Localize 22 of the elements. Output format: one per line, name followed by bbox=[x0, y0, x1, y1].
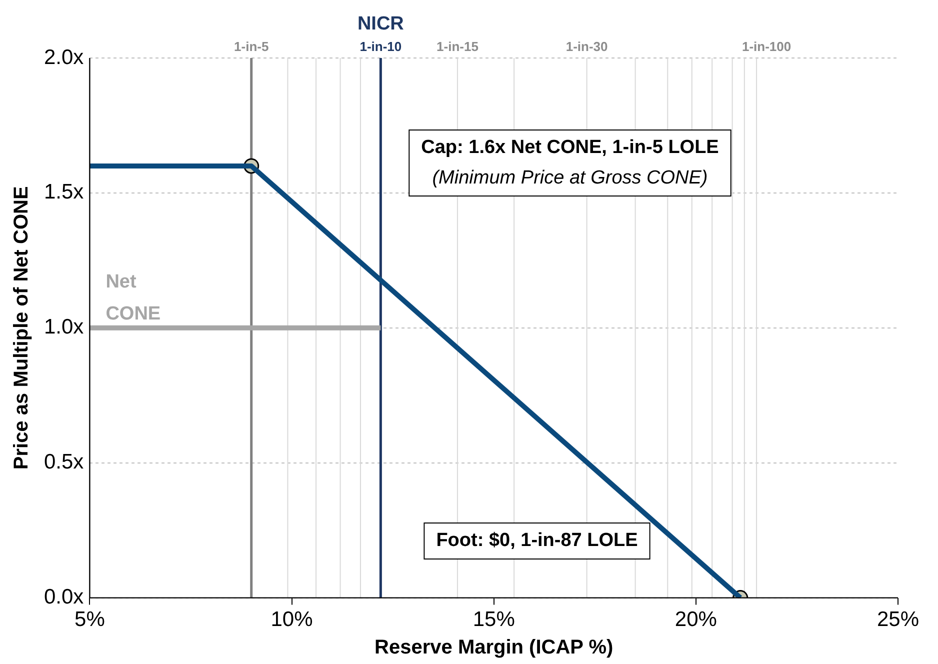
ref-line-label: 1-in-100 bbox=[742, 39, 792, 54]
annotation: Cap: 1.6x Net CONE, 1-in-5 LOLE bbox=[421, 137, 719, 158]
ref-line-label: 1-in-10 bbox=[360, 39, 402, 54]
x-tick-label: 20% bbox=[674, 608, 717, 632]
x-axis-title: Reserve Margin (ICAP %) bbox=[374, 636, 614, 659]
ref-line-label: 1-in-15 bbox=[436, 39, 478, 54]
x-tick-label: 10% bbox=[270, 608, 313, 632]
x-tick-label: 15% bbox=[472, 608, 515, 632]
y-tick-label: 1.5x bbox=[44, 180, 84, 204]
series-label: Net CONE bbox=[106, 272, 161, 325]
y-tick-label: 1.0x bbox=[44, 316, 84, 339]
x-tick-label: 5% bbox=[74, 608, 105, 632]
x-tick-label: 25% bbox=[876, 608, 920, 632]
y-axis-title: Price as Multiple of Net CONE bbox=[10, 186, 33, 470]
ref-line-label: 1-in-30 bbox=[566, 39, 608, 54]
annotation: (Minimum Price at Gross CONE) bbox=[432, 167, 708, 188]
annotation: Foot: $0, 1-in-87 LOLE bbox=[436, 530, 638, 552]
ref-line-label: 1-in-5 bbox=[234, 39, 269, 54]
y-tick-label: 0.5x bbox=[44, 450, 84, 474]
y-tick-label: 2.0x bbox=[44, 46, 84, 69]
y-tick-label: 0.0x bbox=[44, 586, 84, 609]
annotation: NICR bbox=[357, 14, 404, 35]
